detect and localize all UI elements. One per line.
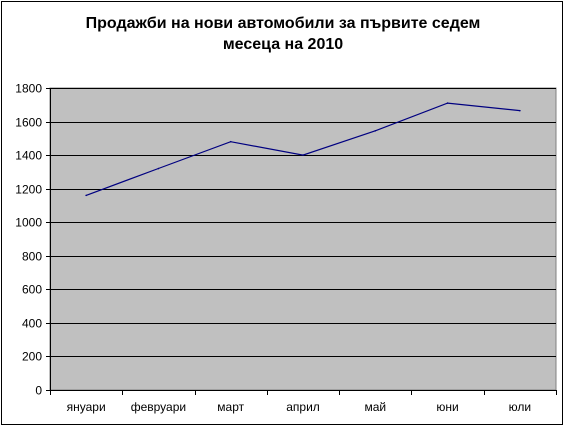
y-tick-label: 400 — [22, 317, 42, 331]
data-point — [85, 194, 87, 197]
y-tick-label: 1800 — [15, 82, 42, 96]
y-tick-label: 0 — [35, 384, 42, 398]
data-point — [229, 140, 232, 143]
y-tick-label: 1200 — [15, 183, 42, 197]
data-point — [302, 154, 304, 156]
x-tick-label: юни — [436, 400, 458, 414]
x-tick-label: март — [217, 400, 244, 414]
y-tick-label: 1400 — [15, 149, 42, 163]
x-tick-label: юли — [509, 400, 531, 414]
chart-title-line-1: Продажби на нови автомобили за първите с… — [85, 15, 481, 32]
y-tick-label: 1000 — [15, 216, 42, 230]
chart-title-line-2: месеца на 2010 — [222, 36, 344, 53]
data-point — [374, 129, 377, 132]
x-tick-label: април — [286, 400, 320, 414]
plot-area — [49, 87, 557, 391]
data-point — [519, 109, 521, 112]
chart-title: Продажби на нови автомобили за първите с… — [0, 13, 566, 55]
y-tick-label: 800 — [22, 250, 42, 264]
y-tick-label: 600 — [22, 283, 42, 297]
x-tick-label: май — [364, 400, 386, 414]
data-point — [446, 102, 449, 104]
x-tick-label: януари — [67, 400, 106, 414]
data-point — [157, 167, 160, 170]
y-tick-label: 1600 — [15, 116, 42, 130]
y-tick-label: 200 — [22, 350, 42, 364]
x-tick-label: февруари — [131, 400, 186, 414]
